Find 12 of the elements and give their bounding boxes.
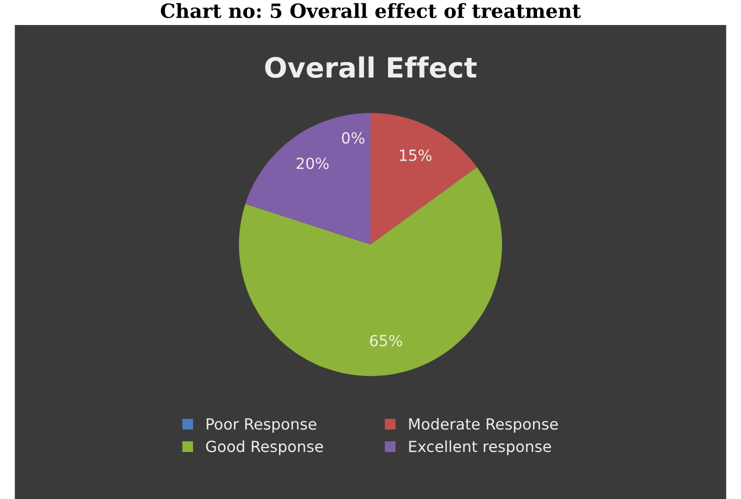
legend-label: Excellent response [409,440,551,456]
data-label: 20% [296,158,329,170]
text: 0% [342,132,364,144]
legend-label: Poor Response [206,418,316,433]
legend-label: Moderate Response [409,418,558,433]
data-label: 65% [370,334,402,346]
text: Chart no: 5 Overall effect of treatment [160,3,581,18]
pie-slice [370,112,477,245]
pie-slice [245,112,370,245]
data-label: 15% [400,149,432,162]
legend-label: Good Response [206,440,323,456]
chart-title: Overall Effect [265,56,477,78]
